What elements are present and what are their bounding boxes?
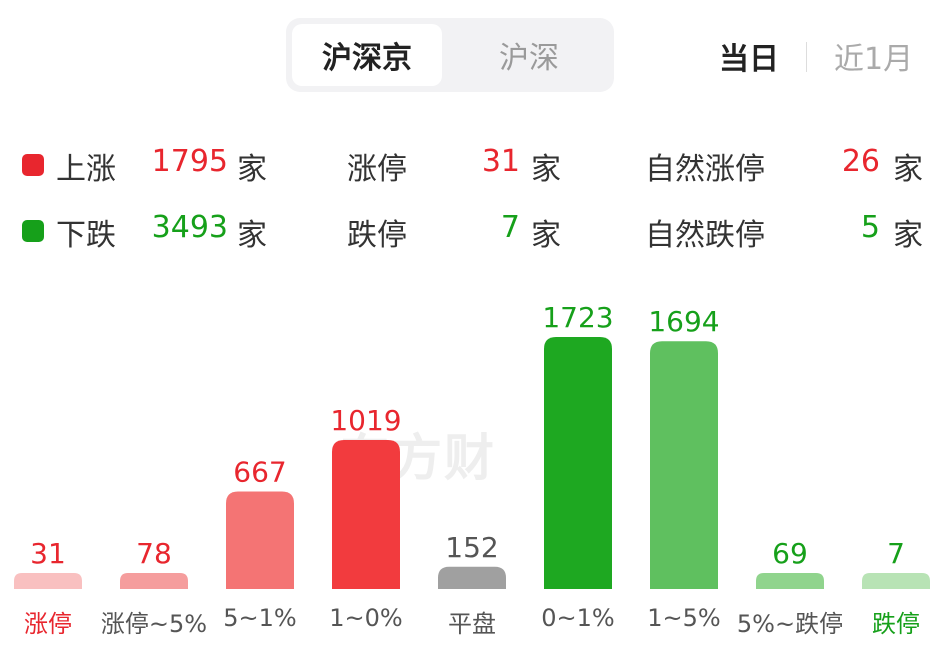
- bar-8: [862, 573, 930, 589]
- up-label: 上涨: [56, 152, 116, 187]
- natural-limit-up-unit: 家: [893, 152, 923, 187]
- bar-0: [14, 573, 82, 589]
- up-unit: 家: [237, 152, 267, 187]
- period-divider: [806, 42, 807, 72]
- up-count: 1795: [151, 144, 228, 179]
- bar-6: [650, 341, 718, 589]
- limit-up-unit: 家: [531, 152, 561, 187]
- market-segmented-control: 沪深京 沪深: [286, 18, 614, 92]
- category-label-0: 涨停: [24, 610, 72, 638]
- period-today-tab[interactable]: 当日: [719, 42, 779, 77]
- category-label-6: 1~5%: [647, 604, 721, 632]
- bar-5: [544, 337, 612, 589]
- stats-row-down: 下跌 3493 家 跌停 7 家 自然跌停 5 家: [0, 210, 951, 254]
- bar-value-label-7: 69: [772, 537, 808, 570]
- natural-limit-up-label: 自然涨停: [645, 152, 765, 187]
- down-unit: 家: [237, 218, 267, 253]
- category-label-8: 跌停: [872, 610, 920, 638]
- price-change-distribution-chart: 31 78 667 1019 152 1723 1694 69 7: [14, 301, 930, 589]
- category-label-2: 5~1%: [223, 604, 297, 632]
- bar-value-label-5: 1723: [542, 301, 613, 334]
- down-count: 3493: [151, 210, 228, 245]
- natural-limit-down-label: 自然跌停: [645, 218, 765, 253]
- category-label-5: 0~1%: [541, 604, 615, 632]
- natural-limit-up-count: 26: [841, 144, 880, 179]
- period-month-tab[interactable]: 近1月: [834, 42, 914, 77]
- bar-value-label-1: 78: [136, 537, 172, 570]
- category-label-7: 5%~跌停: [736, 610, 844, 638]
- category-label-4: 平盘: [448, 610, 496, 638]
- bar-1: [120, 573, 188, 589]
- bar-3: [332, 439, 400, 589]
- bar-value-label-2: 667: [233, 455, 286, 488]
- bar-value-label-8: 7: [887, 537, 905, 570]
- limit-up-count: 31: [481, 144, 520, 179]
- down-label: 下跌: [56, 218, 116, 253]
- bar-value-label-0: 31: [30, 537, 66, 570]
- category-label-1: 涨停~5%: [100, 610, 208, 638]
- limit-down-label: 跌停: [347, 218, 407, 253]
- stats-row-up: 上涨 1795 家 涨停 31 家 自然涨停 26 家: [0, 144, 951, 188]
- bar-2: [226, 491, 294, 589]
- bar-value-label-6: 1694: [648, 305, 719, 338]
- category-label-3: 1~0%: [329, 604, 403, 632]
- natural-limit-down-unit: 家: [893, 218, 923, 253]
- limit-down-count: 7: [500, 210, 520, 245]
- limit-down-unit: 家: [531, 218, 561, 253]
- tab-market-all[interactable]: 沪深京: [292, 24, 442, 86]
- bar-7: [756, 573, 824, 589]
- bar-4: [438, 566, 506, 589]
- limit-up-label: 涨停: [347, 152, 407, 187]
- bar-value-label-4: 152: [445, 531, 498, 564]
- tab-market-sh-sz[interactable]: 沪深: [499, 41, 559, 76]
- bar-value-label-3: 1019: [330, 404, 401, 437]
- up-legend-dot: [22, 154, 44, 176]
- down-legend-dot: [22, 220, 44, 242]
- natural-limit-down-count: 5: [860, 210, 880, 245]
